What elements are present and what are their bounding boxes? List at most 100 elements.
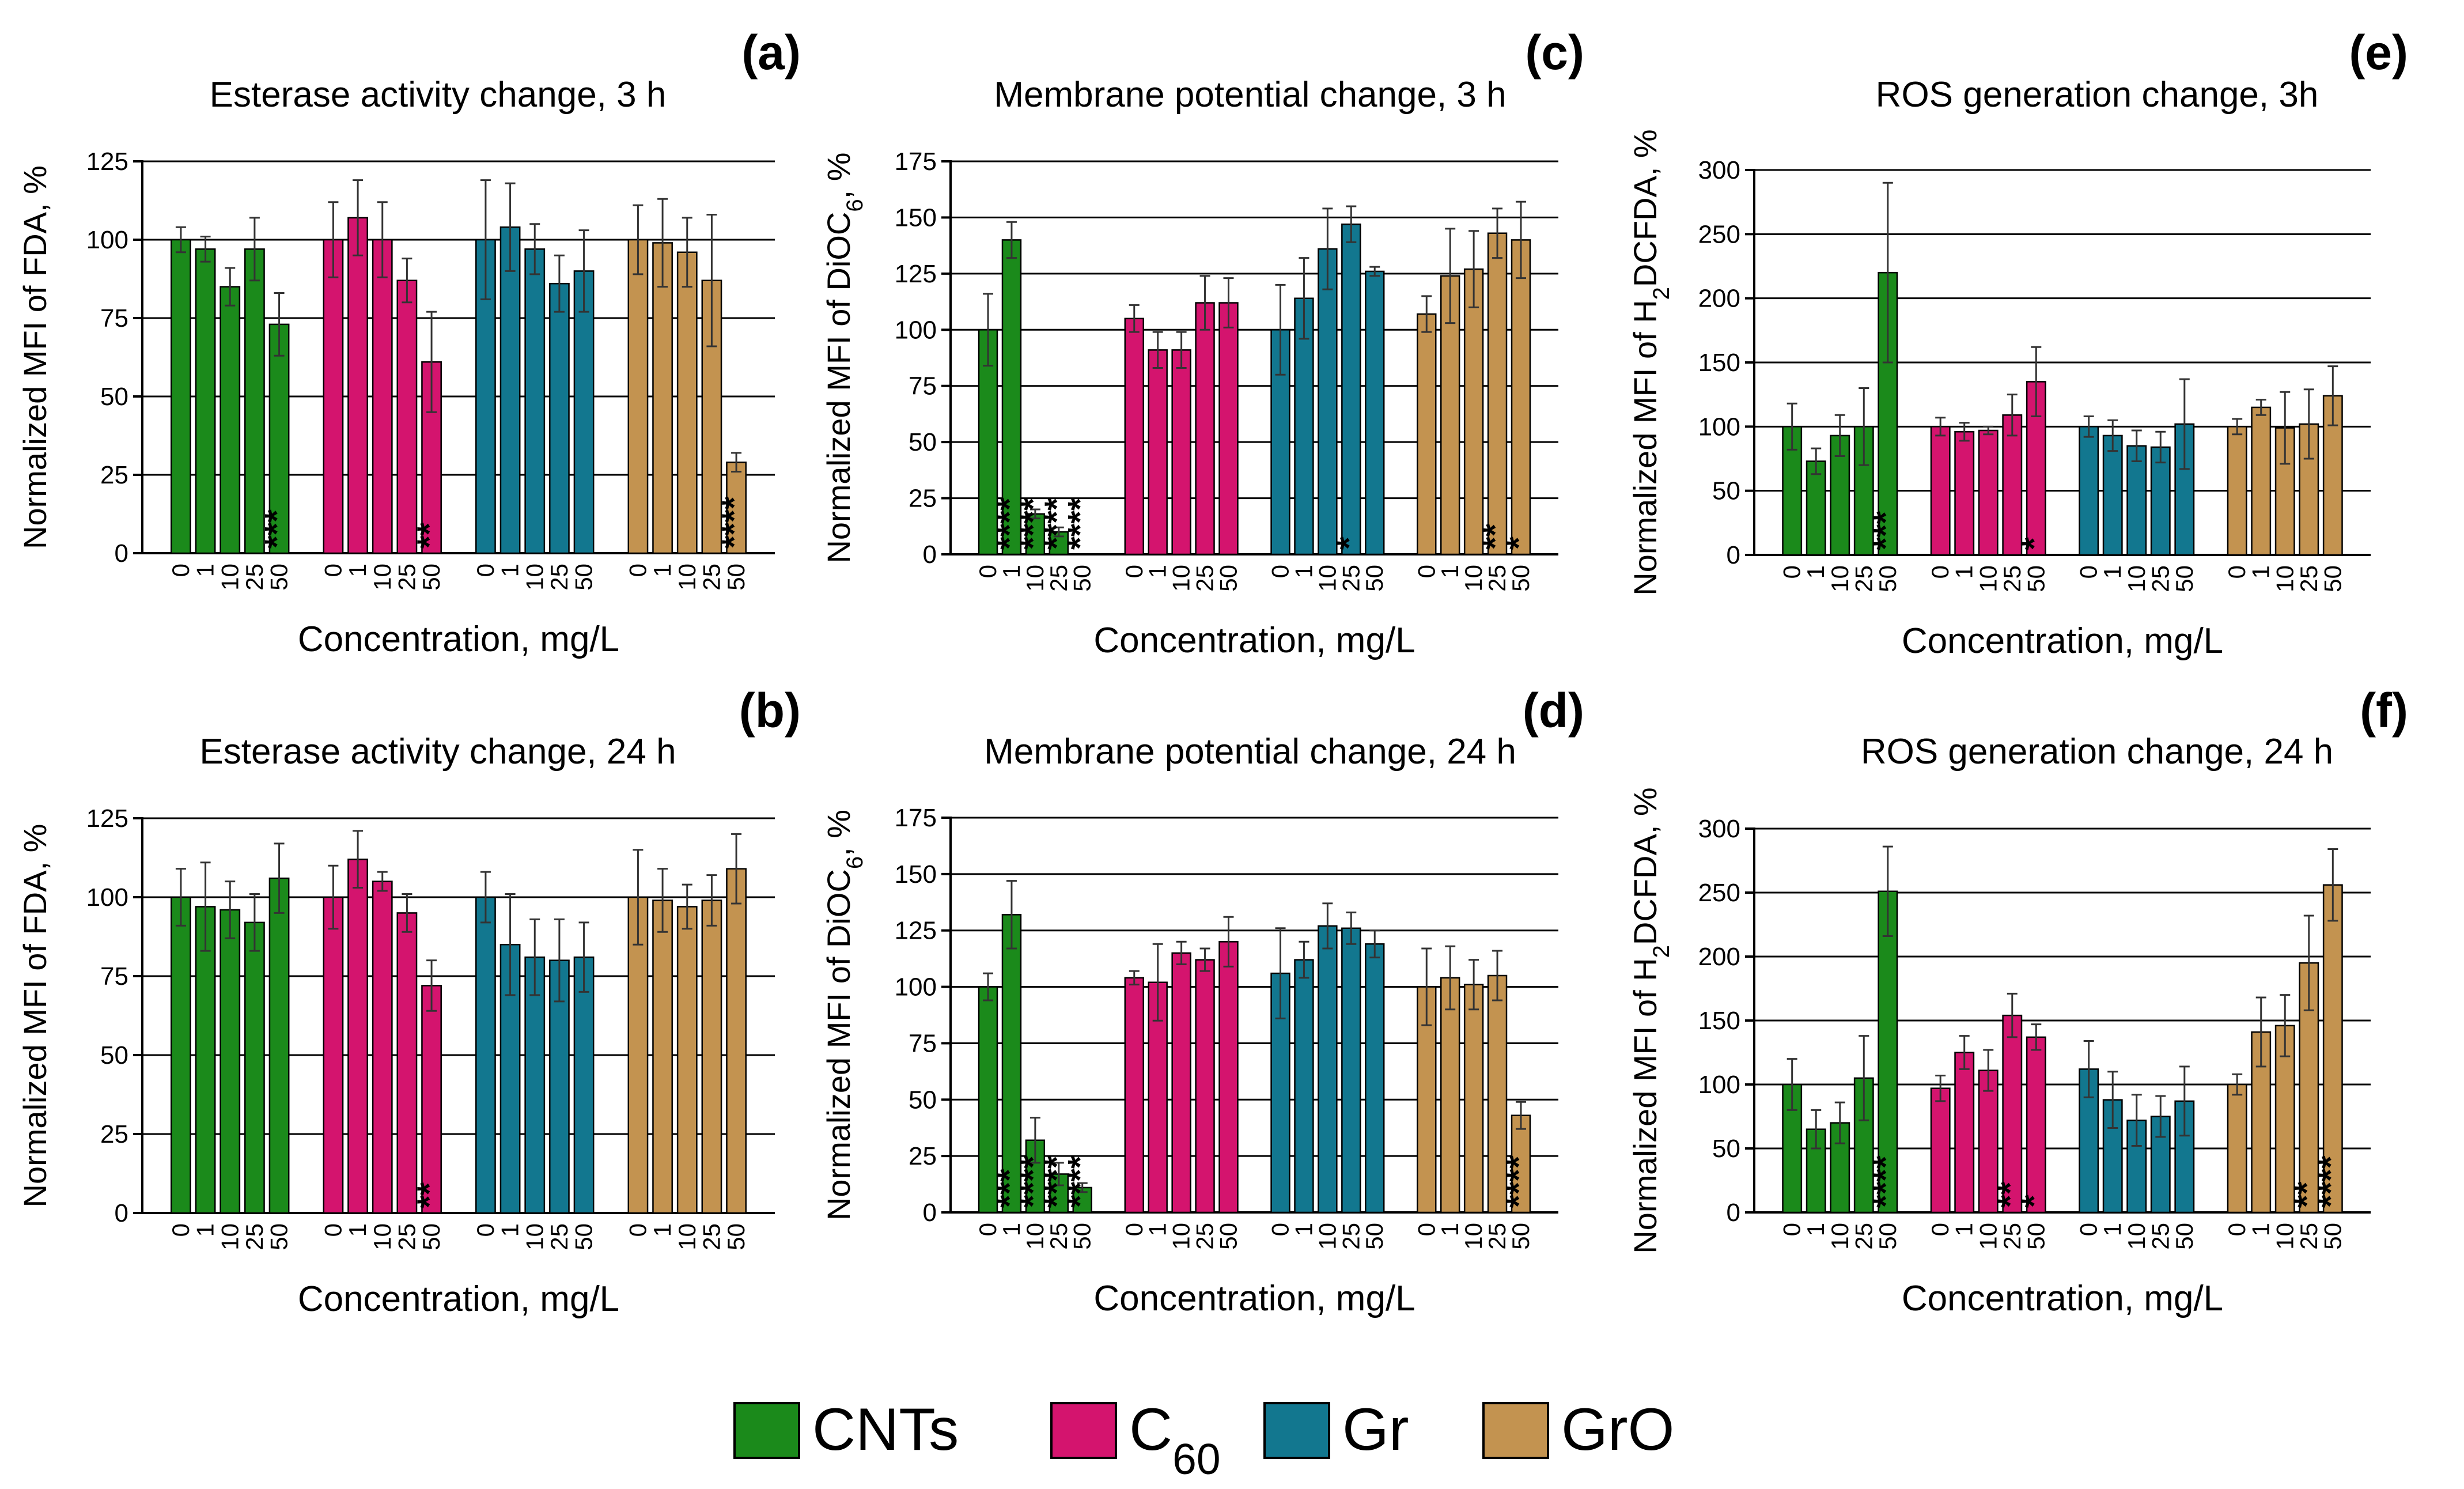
x-tick-label: 1 bbox=[497, 1223, 524, 1237]
x-tick-label: 25 bbox=[1999, 565, 2026, 592]
bar-a-Gr-25 bbox=[549, 282, 570, 554]
x-tick-label: 1 bbox=[192, 1223, 219, 1237]
bar-b-C60-10 bbox=[372, 880, 393, 1214]
x-tick-label: 0 bbox=[2075, 565, 2102, 579]
x-tick-label: 10 bbox=[521, 1223, 548, 1250]
bar-a-CNTs-25 bbox=[244, 248, 265, 554]
x-tick-label: 50 bbox=[2022, 1223, 2049, 1250]
significance-mark: * bbox=[1500, 536, 1538, 550]
x-tick-label: 25 bbox=[393, 564, 420, 591]
bar-d-C60-0 bbox=[1124, 977, 1144, 1214]
x-tick-label: 0 bbox=[1926, 565, 1954, 579]
x-tick-label: 10 bbox=[2271, 565, 2298, 592]
significance-mark: **** bbox=[1038, 1155, 1076, 1208]
bar-e-C60-0 bbox=[1930, 426, 1951, 556]
bar-e-Gr-1 bbox=[2102, 434, 2123, 556]
bar-b-Gr-50 bbox=[573, 956, 595, 1214]
y-tick-label: 75 bbox=[909, 1029, 937, 1057]
bar-e-GrO-10 bbox=[2274, 427, 2295, 556]
bar-e-C60-10 bbox=[1978, 429, 1999, 556]
panel-c: 02550751001251501750****1****10****25***… bbox=[820, 25, 1584, 660]
y-tick-label: 250 bbox=[1698, 220, 1740, 248]
y-tick-label: 50 bbox=[909, 428, 937, 456]
x-tick-label: 0 bbox=[1778, 565, 1806, 579]
bar-a-C60-1 bbox=[347, 217, 368, 554]
x-tick-label: 25 bbox=[546, 1223, 573, 1250]
x-tick-label: 10 bbox=[1826, 1223, 1853, 1250]
panel-label: (b) bbox=[739, 683, 801, 738]
legend-label-Gr: Gr bbox=[1342, 1396, 1409, 1463]
x-tick-label: 10 bbox=[2123, 565, 2150, 592]
bar-e-Gr-10 bbox=[2126, 445, 2147, 556]
y-tick-label: 150 bbox=[1698, 349, 1740, 377]
x-tick-label: 0 bbox=[319, 1223, 346, 1237]
x-tick-label: 1 bbox=[649, 564, 676, 577]
significance-mark: ** bbox=[411, 522, 448, 549]
x-tick-label: 50 bbox=[1507, 565, 1534, 592]
significance-mark: ** bbox=[1992, 1181, 2029, 1208]
panel-label: (a) bbox=[741, 25, 801, 80]
significance-mark: * bbox=[2015, 1195, 2053, 1208]
x-tick-label: 50 bbox=[570, 564, 597, 591]
panel-label: (e) bbox=[2349, 25, 2408, 80]
significance-mark: **** bbox=[2312, 1155, 2349, 1208]
bar-a-C60-25 bbox=[396, 279, 418, 554]
x-tick-label: 50 bbox=[1874, 565, 1901, 592]
y-tick-label: 50 bbox=[1712, 477, 1740, 505]
x-tick-label: 25 bbox=[698, 564, 725, 591]
x-tick-label: 1 bbox=[998, 1223, 1025, 1236]
significance-mark: *** bbox=[991, 1169, 1028, 1208]
bar-b-CNTs-0 bbox=[171, 896, 191, 1214]
bar-b-CNTs-25 bbox=[244, 921, 265, 1214]
y-tick-label: 200 bbox=[1698, 943, 1740, 971]
y-axis-label: Normalized MFI of H2DCFDA, % bbox=[1627, 787, 1674, 1253]
x-tick-label: 10 bbox=[673, 564, 701, 591]
y-axis-label: Normalized MFI of DiOC6, % bbox=[820, 152, 868, 563]
x-axis-label: Concentration, mg/L bbox=[1902, 621, 2223, 661]
bar-b-CNTs-10 bbox=[219, 909, 241, 1214]
x-tick-label: 0 bbox=[167, 564, 194, 577]
bar-c-C60-50 bbox=[1218, 302, 1239, 555]
legend-swatch-C60 bbox=[1050, 1402, 1117, 1459]
significance-mark: * bbox=[2015, 537, 2053, 550]
bar-f-C60-1 bbox=[1954, 1052, 1975, 1214]
bar-a-C60-0 bbox=[323, 239, 344, 554]
y-axis-label: Normalized MFI of H2DCFDA, % bbox=[1627, 129, 1674, 595]
x-tick-label: 10 bbox=[1314, 1223, 1341, 1250]
x-tick-label: 1 bbox=[2247, 565, 2274, 579]
x-tick-label: 25 bbox=[1337, 565, 1364, 592]
bar-c-Gr-50 bbox=[1365, 270, 1385, 555]
bar-f-CNTs-50 bbox=[1878, 890, 1898, 1214]
x-tick-label: 10 bbox=[369, 564, 396, 591]
y-tick-label: 25 bbox=[909, 485, 937, 513]
chart-title: Esterase activity change, 3 h bbox=[210, 75, 667, 115]
significance-mark: **** bbox=[991, 497, 1028, 550]
significance-mark: **** bbox=[1867, 1155, 1905, 1208]
significance-mark: **** bbox=[1500, 1155, 1538, 1208]
bar-a-GrO-1 bbox=[652, 242, 673, 554]
significance-mark: **** bbox=[1062, 497, 1099, 550]
bar-f-C60-0 bbox=[1930, 1087, 1951, 1214]
y-tick-label: 75 bbox=[909, 372, 937, 400]
x-tick-label: 10 bbox=[1168, 565, 1195, 592]
y-tick-label: 100 bbox=[1698, 1071, 1740, 1099]
x-tick-label: 25 bbox=[1850, 1223, 1877, 1250]
y-tick-label: 125 bbox=[895, 917, 937, 945]
x-tick-label: 10 bbox=[1021, 565, 1049, 592]
panel-d: 02550751001251501750***1****10****25****… bbox=[820, 683, 1584, 1318]
y-tick-label: 125 bbox=[895, 260, 937, 288]
x-tick-label: 50 bbox=[1507, 1223, 1534, 1250]
bar-c-GrO-0 bbox=[1417, 313, 1437, 555]
bar-a-Gr-50 bbox=[573, 270, 595, 554]
x-tick-label: 50 bbox=[266, 1223, 293, 1250]
x-tick-label: 10 bbox=[1021, 1223, 1049, 1250]
bar-b-C60-50 bbox=[421, 985, 442, 1214]
bar-b-CNTs-50 bbox=[268, 877, 290, 1214]
x-tick-label: 50 bbox=[722, 1223, 750, 1250]
y-tick-label: 100 bbox=[86, 883, 128, 912]
x-tick-label: 25 bbox=[1045, 1223, 1072, 1250]
bar-e-GrO-0 bbox=[2227, 426, 2247, 556]
bar-f-GrO-0 bbox=[2227, 1083, 2247, 1214]
bar-d-C60-50 bbox=[1218, 941, 1239, 1214]
